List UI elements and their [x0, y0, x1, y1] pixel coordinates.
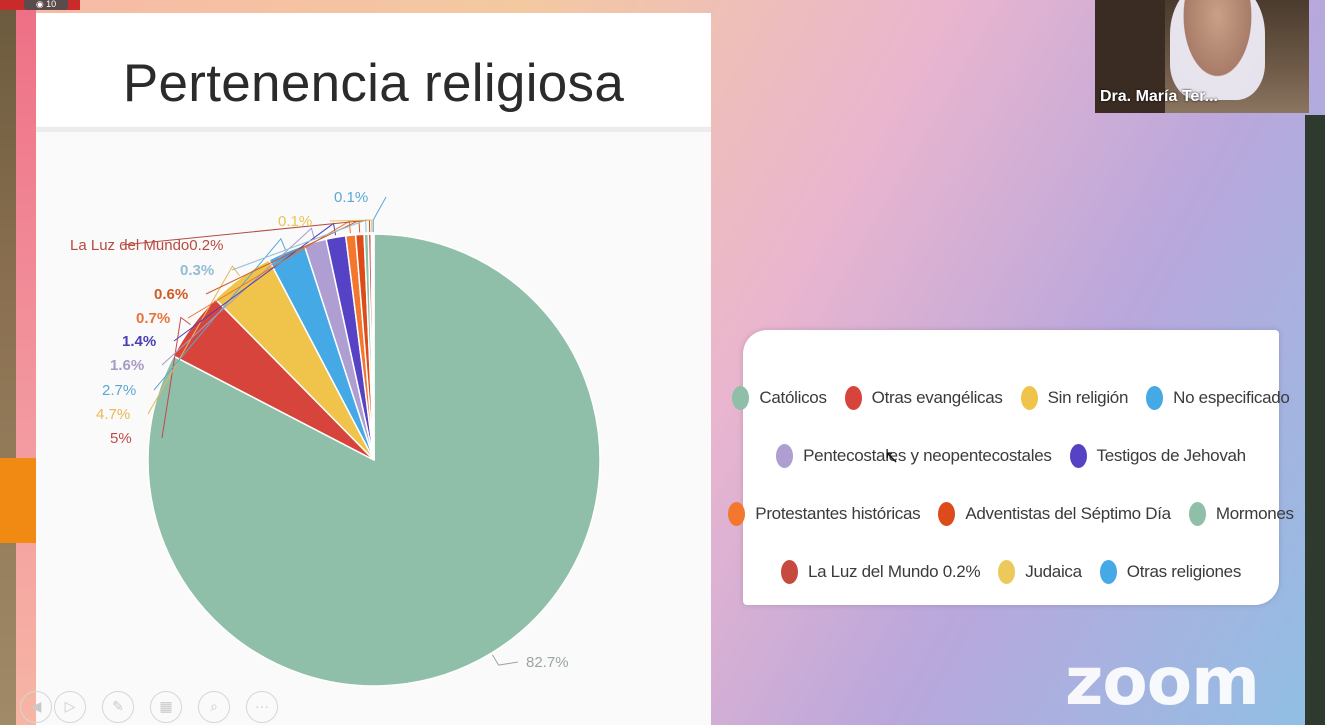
pie-leader-11: [372, 196, 387, 233]
pie-label-2: 4.7%: [96, 406, 130, 423]
legend-label: Sin religión: [1047, 388, 1129, 407]
legend-swatch: [1099, 560, 1117, 584]
legend-swatch: [938, 502, 956, 526]
legend-item: La Luz del Mundo 0.2%: [780, 560, 981, 584]
zoom-logo: zoom: [1065, 643, 1260, 720]
pie-slice-11: [371, 233, 375, 461]
legend-item: Otras religiones: [1099, 560, 1242, 584]
legend-label: Pentecostales y neopentecostales: [803, 446, 1052, 465]
chart-legend: Católicos Otras evangélicas Sin religión No…: [728, 330, 1294, 605]
search-icon[interactable]: ⌕: [198, 691, 230, 723]
side-tab[interactable]: [0, 458, 36, 543]
pie-leader-10: [329, 219, 373, 233]
title-divider: [36, 127, 711, 132]
legend-swatch: [780, 560, 798, 584]
legend-row: Protestantes históricas Adventistas del S…: [728, 502, 1294, 526]
slides-icon[interactable]: ▦: [150, 691, 182, 723]
legend-label: Judaica: [1025, 562, 1082, 581]
legend-label: Otras religiones: [1126, 562, 1242, 581]
slide-toolbar: ◀ ▷ ✎ ▦ ⌕ ···: [20, 691, 336, 725]
legend-item: Pentecostales y neopentecostales: [776, 444, 1052, 468]
legend-item: Otras evangélicas: [844, 386, 1003, 410]
legend-swatch: [1069, 444, 1087, 468]
more-icon[interactable]: ···: [246, 691, 278, 723]
legend-swatch: [728, 502, 746, 526]
pie-label-1: 5%: [110, 430, 132, 447]
legend-swatch: [1020, 386, 1038, 410]
participant-video[interactable]: Dra. María Ter...: [1095, 0, 1309, 113]
pie-label-0: 82.7%: [526, 654, 569, 671]
legend-label: La Luz del Mundo 0.2%: [807, 562, 981, 581]
pie-leader-4: [161, 227, 316, 366]
legend-label: Adventistas del Séptimo Día: [965, 504, 1171, 523]
legend-label: Mormones: [1215, 504, 1294, 523]
legend-label: Católicos: [759, 388, 827, 407]
legend-swatch: [1146, 386, 1164, 410]
legend-label: Protestantes históricas: [755, 504, 921, 523]
pie-label-10: 0.1%: [278, 213, 312, 230]
pie-label-6: 0.7%: [136, 310, 170, 327]
legend-label: Otras evangélicas: [871, 388, 1003, 407]
pie-label-4: 1.6%: [110, 357, 144, 374]
shared-slide: Pertenencia religiosa 82.7% 5% 4.7% 2.7% 1.6…: [20, 13, 711, 725]
play-icon[interactable]: ▷: [54, 691, 86, 723]
pie-leader-3: [153, 237, 286, 391]
legend-swatch: [776, 444, 794, 468]
pie-leader-6: [187, 220, 351, 319]
slide-title: Pertenencia religiosa: [122, 54, 625, 113]
desktop-left-edge-accent: [16, 0, 36, 725]
legend-row: Católicos Otras evangélicas Sin religión No…: [732, 386, 1290, 410]
mouse-cursor-icon: ↖: [884, 447, 900, 467]
pie-label-9: La Luz del Mundo0.2%: [70, 237, 223, 254]
legend-swatch: [1188, 502, 1206, 526]
legend-item: Católicos: [732, 386, 827, 410]
pie-leader-1: [161, 316, 191, 439]
pie-label-8: 0.3%: [180, 262, 214, 279]
legend-row: Pentecostales y neopentecostales Testigos…: [743, 444, 1279, 468]
legend-item: No especificado: [1146, 386, 1290, 410]
legend-item: Adventistas del Séptimo Día: [938, 502, 1171, 526]
pie-label-7: 0.6%: [154, 286, 188, 303]
legend-swatch: [844, 386, 862, 410]
desktop-right-edge: [1305, 115, 1325, 725]
legend-item: Protestantes históricas: [728, 502, 921, 526]
legend-item: Testigos de Jehovah: [1069, 444, 1247, 468]
pie-label-5: 1.4%: [122, 333, 156, 350]
legend-item: Mormones: [1188, 502, 1294, 526]
legend-swatch: [732, 386, 750, 410]
pie-label-3: 2.7%: [102, 382, 136, 399]
pie-leader-2: [147, 265, 240, 415]
slide-title-band: [36, 13, 711, 126]
participant-name: Dra. María Ter...: [1100, 88, 1218, 105]
viewer-count: 10: [46, 0, 57, 9]
legend-label: No especificado: [1173, 388, 1290, 407]
legend-label: Testigos de Jehovah: [1096, 446, 1247, 465]
legend-item: Sin religión: [1020, 386, 1129, 410]
video-background-shelf: [1095, 0, 1165, 113]
pie-chart: 82.7% 5% 4.7% 2.7% 1.6% 1.4% 0.7% 0.6% 0.3% La Lu…: [70, 189, 601, 687]
pen-icon[interactable]: ✎: [102, 691, 134, 723]
viewer-count-badge: ◉ 10: [24, 0, 68, 10]
pie-leader-0: [491, 654, 519, 666]
legend-item: Judaica: [998, 560, 1082, 584]
participant-avatar: [1170, 0, 1265, 100]
previous-icon[interactable]: ◀: [20, 691, 52, 723]
legend-swatch: [998, 560, 1016, 584]
legend-row: La Luz del Mundo 0.2% Judaica Otras religi…: [743, 560, 1279, 584]
pie-label-11: 0.1%: [334, 189, 368, 206]
